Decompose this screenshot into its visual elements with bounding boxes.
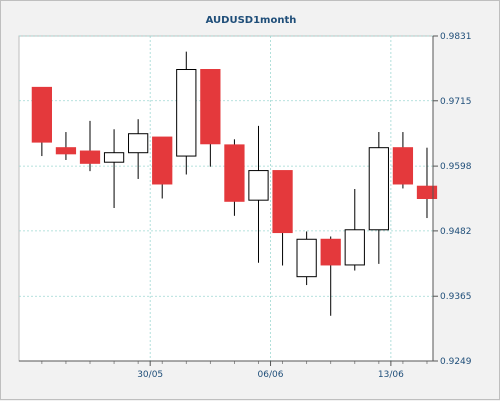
y-tick-label: 0.9598 [440,162,472,172]
candle [248,125,269,263]
candle [272,170,293,266]
candle-body-bear [31,86,52,143]
candle-body-bear [272,170,293,234]
candle-body-bear [79,150,101,164]
candle-body-bull [103,152,125,163]
y-tick-label: 0.9831 [440,32,472,42]
candle-body-bull [248,170,269,201]
x-tick-label: 13/06 [378,370,404,380]
candle-body-bear [55,147,77,155]
x-tick-label: 06/06 [258,370,284,380]
candle [416,147,438,219]
candle-body-bull [128,133,149,154]
candle-body-bear [200,69,221,145]
candle-body-bull [296,238,317,278]
candle-body-bear [416,185,438,200]
candle-body-bear [320,238,341,266]
y-tick-label: 0.9365 [440,292,472,302]
candle-body-bull [176,69,197,157]
y-tick-label: 0.9482 [440,227,472,237]
candle [103,129,125,208]
candle [31,86,52,157]
candle [320,236,341,316]
candle-body-bull [368,147,389,231]
candle [344,189,365,271]
axes: 0.9831 0.9715 0.9598 0.9482 0.9365 0.9249 30/0… [19,32,472,380]
candle [79,120,101,172]
candle [128,119,149,179]
candle-body-bull [344,229,365,266]
candle-body-bear [152,136,173,185]
candle [224,139,245,216]
candle [176,51,197,175]
candle [55,132,77,160]
chart-title: AUDUSD1month [206,15,297,26]
y-tick-label: 0.9249 [440,357,472,367]
y-tick-label: 0.9715 [440,97,472,107]
candle [296,231,317,286]
candle [200,69,221,167]
candles [31,51,438,316]
candle [152,136,173,199]
x-tick-label: 30/05 [137,370,163,380]
candle-body-bear [224,144,245,202]
candle-body-bear [392,147,414,185]
candle [392,132,414,189]
candle [368,132,389,264]
